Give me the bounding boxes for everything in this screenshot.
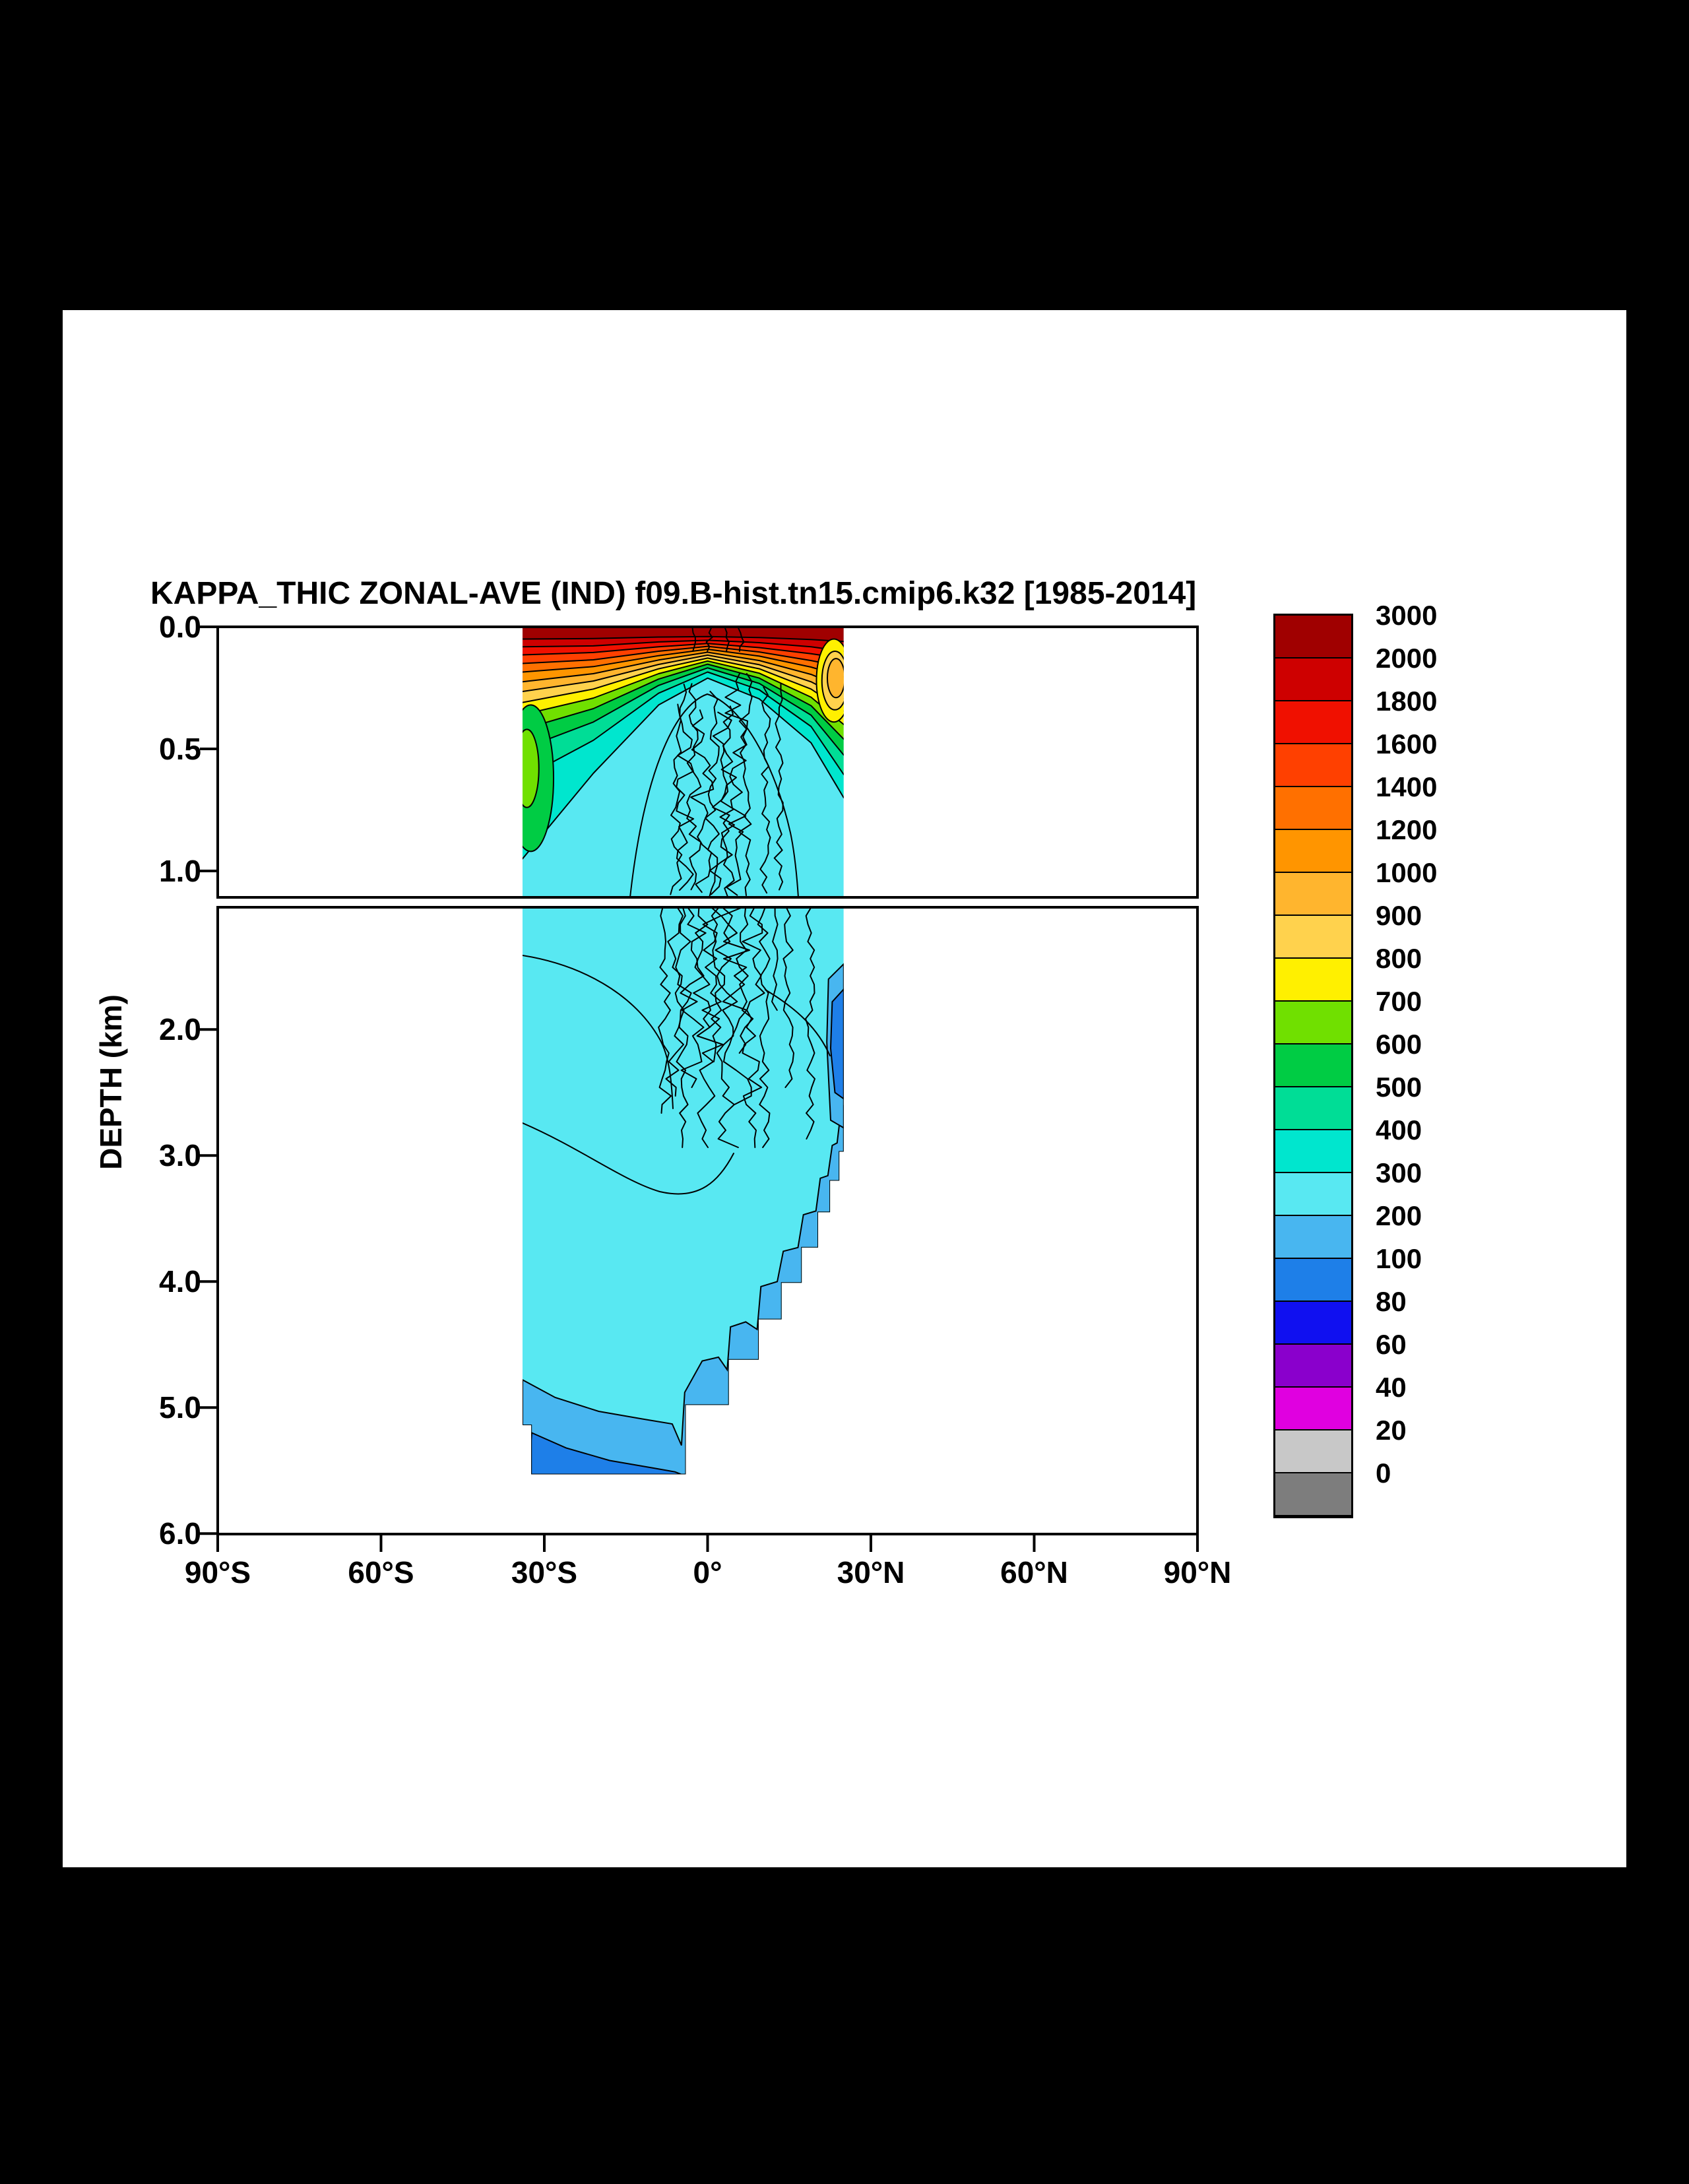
colorbar-label: 80 <box>1376 1286 1407 1317</box>
colorbar-cell-0 <box>1275 1473 1351 1516</box>
x-tick-label: 30°N <box>837 1555 905 1590</box>
colorbar-label: 900 <box>1376 900 1422 931</box>
colorbar-cell-500 <box>1275 1087 1351 1130</box>
colorbar-cell-3000 <box>1275 616 1351 658</box>
colorbar-label: 200 <box>1376 1200 1422 1231</box>
chart-title: KAPPA_THIC ZONAL-AVE (IND) f09.B-hist.tn… <box>150 576 1197 611</box>
x-tick-label: 90°S <box>184 1555 251 1590</box>
colorbar-label: 500 <box>1376 1072 1422 1103</box>
colorbar-cell-400 <box>1275 1130 1351 1173</box>
y-tick-label: 1.0 <box>159 854 201 888</box>
colorbar-label: 1000 <box>1376 857 1438 888</box>
colorbar-cell-80 <box>1275 1302 1351 1345</box>
colorbar-label: 600 <box>1376 1029 1422 1060</box>
lower-panel-field <box>523 907 844 1475</box>
y-tick-label: 0.0 <box>159 610 201 644</box>
y-tick-label: 4.0 <box>159 1264 201 1299</box>
colorbar-label: 60 <box>1376 1329 1407 1360</box>
y-tick-label: 6.0 <box>159 1516 201 1551</box>
upper-panel-border <box>216 626 1199 899</box>
colorbar-label: 400 <box>1376 1114 1422 1145</box>
colorbar-label: 700 <box>1376 986 1422 1017</box>
colorbar-label: 0 <box>1376 1458 1391 1489</box>
colorbar-cell-900 <box>1275 916 1351 959</box>
colorbar-cell-1600 <box>1275 744 1351 787</box>
x-tick-label: 30°S <box>511 1555 578 1590</box>
colorbar: 3000 2000 1800 1600 1400 1200 1000 900 800 700 600… <box>1273 600 1437 1518</box>
colorbar-cell-20 <box>1275 1430 1351 1473</box>
colorbar-cell-600 <box>1275 1044 1351 1087</box>
axes <box>200 626 1199 1552</box>
colorbar-label: 3000 <box>1376 600 1438 631</box>
colorbar-label: 20 <box>1376 1415 1407 1446</box>
colorbar-label: 100 <box>1376 1243 1422 1274</box>
colorbar-cell-2000 <box>1275 658 1351 701</box>
colorbar-cell-60 <box>1275 1345 1351 1388</box>
colorbar-label: 1600 <box>1376 728 1438 759</box>
y-tick-label: 5.0 <box>159 1390 201 1425</box>
plot-page-background <box>63 310 1626 1867</box>
colorbar-label: 300 <box>1376 1157 1422 1188</box>
colorbar-cell-1400 <box>1275 787 1351 830</box>
y-tick-label: 0.5 <box>159 732 201 766</box>
colorbar-label: 1400 <box>1376 771 1438 802</box>
upper-panel-field <box>523 627 844 897</box>
y-tick-label: 3.0 <box>159 1138 201 1173</box>
x-tick-label: 60°N <box>1000 1555 1068 1590</box>
colorbar-cell-1000 <box>1275 873 1351 916</box>
colorbar-cell-700 <box>1275 1002 1351 1044</box>
x-tick-label: 60°S <box>348 1555 414 1590</box>
colorbar-label: 40 <box>1376 1372 1407 1403</box>
colorbar-label: 1200 <box>1376 814 1438 845</box>
x-tick-label: 0° <box>693 1555 722 1590</box>
y-tick-label: 2.0 <box>159 1012 201 1047</box>
lower-panel-border <box>216 906 1199 1535</box>
x-tick-label: 90°N <box>1163 1555 1232 1590</box>
colorbar-cell-200 <box>1275 1216 1351 1259</box>
colorbar-cell-40 <box>1275 1388 1351 1430</box>
colorbar-cell-800 <box>1275 959 1351 1002</box>
colorbar-cell-300 <box>1275 1173 1351 1216</box>
colorbar-label: 800 <box>1376 943 1422 974</box>
colorbar-cell-1200 <box>1275 830 1351 873</box>
colorbar-cell-100 <box>1275 1259 1351 1302</box>
colorbar-label: 2000 <box>1376 643 1438 674</box>
colorbar-cell-1800 <box>1275 701 1351 744</box>
colorbar-label: 1800 <box>1376 686 1438 717</box>
